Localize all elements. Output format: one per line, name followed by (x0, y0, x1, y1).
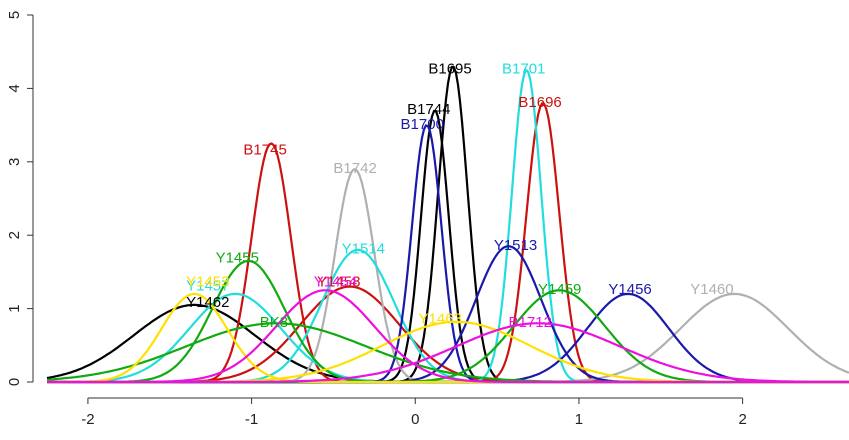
y-tick-label: 1 (6, 304, 23, 312)
series-curve-y1454 (47, 289, 849, 384)
series-label-y1462: Y1462 (186, 294, 229, 311)
series-curve-y1458 (47, 285, 849, 384)
series-label-y1457: Y1457 (186, 277, 229, 294)
y-tick-label: 4 (6, 84, 23, 92)
series-curve-b1696 (47, 101, 849, 384)
series-label-b1700: B1700 (401, 116, 444, 133)
x-tick-label: 2 (738, 411, 746, 428)
x-tick-label: 1 (575, 411, 583, 428)
y-tick-label: 2 (6, 231, 23, 239)
series-curve-b1745 (47, 142, 849, 384)
series-label-y1460: Y1460 (690, 281, 733, 298)
series-label-y1458: Y1458 (317, 274, 360, 291)
series-label-b1696: B1696 (518, 94, 561, 111)
x-tick-label: 0 (411, 411, 419, 428)
series-label-y1453: Y1453 (186, 274, 229, 291)
series-label-b1712: B1712 (509, 314, 552, 331)
series-curve-b1700 (47, 124, 849, 384)
series-label-y1454: Y1454 (314, 274, 357, 291)
series-curve-b1744 (47, 109, 849, 384)
series-label-b1701: B1701 (502, 61, 545, 78)
curves (46, 65, 849, 384)
series-label-y1455: Y1455 (216, 249, 259, 266)
series-label-y1456: Y1456 (608, 281, 651, 298)
y-tick-label: 3 (6, 158, 23, 166)
series-label-y1463: Y1463 (419, 310, 462, 327)
x-tick-label: -1 (245, 411, 258, 428)
series-label-b1695: B1695 (428, 61, 471, 78)
series-label-y1514: Y1514 (342, 241, 385, 258)
series-label-y1459: Y1459 (538, 281, 581, 298)
series-label-b1745: B1745 (243, 141, 286, 158)
y-tick-label: 5 (6, 11, 23, 19)
axes: -2 -1 0 1 2 0 1 2 3 4 5 (6, 11, 747, 428)
series-curve-b1712 (47, 322, 849, 384)
curve-labels: Y1462 B1744 B1695 B1745 B1696 Y1458 B1742 Y1460… (186, 61, 733, 331)
y-tick-label: 0 (6, 378, 23, 386)
x-tick-label: -2 (81, 411, 94, 428)
series-label-b1742: B1742 (333, 160, 376, 177)
series-label-b1744: B1744 (407, 101, 450, 118)
series-label-y1513: Y1513 (494, 237, 537, 254)
series-label-bk8: BK8 (260, 314, 288, 331)
